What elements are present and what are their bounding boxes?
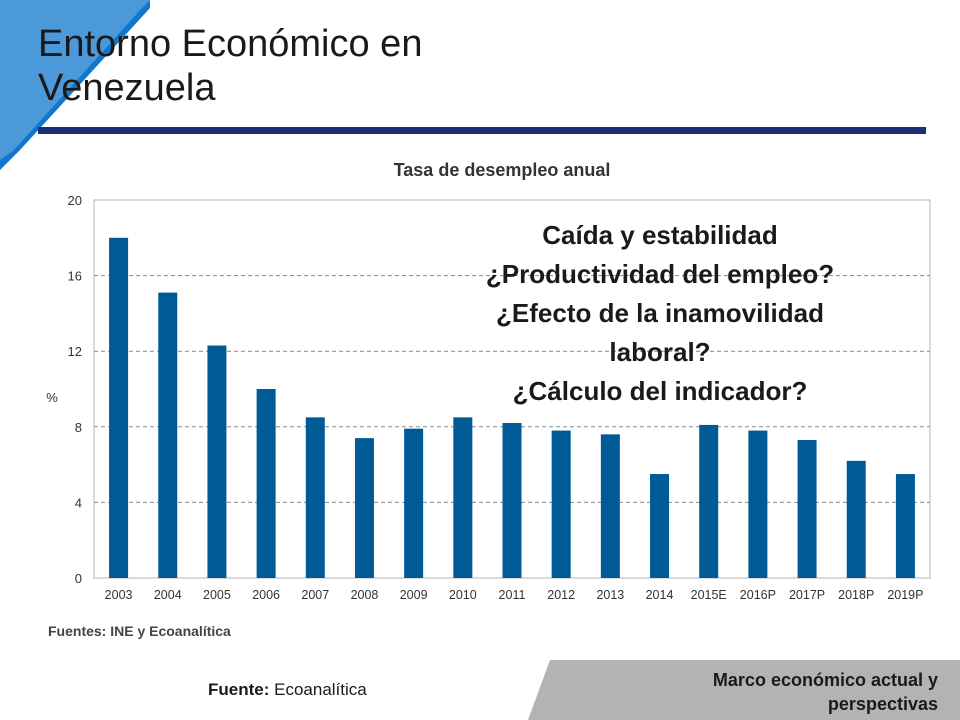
footer-source-value: Ecoanalítica xyxy=(274,680,367,699)
slide-title-line1: Entorno Económico en xyxy=(38,23,423,65)
y-tick-label: 8 xyxy=(75,420,82,435)
y-tick-label: 12 xyxy=(68,344,82,359)
chart-title: Tasa de desempleo anual xyxy=(394,160,611,180)
corner-accent-shape xyxy=(0,0,150,170)
bar xyxy=(797,440,817,578)
y-tick-label: 4 xyxy=(75,495,82,510)
slide-title-line2: Venezuela xyxy=(38,67,216,109)
callout-line: Caída y estabilidad xyxy=(542,220,778,250)
x-tick-label: 2014 xyxy=(646,588,674,602)
x-tick-label: 2004 xyxy=(154,588,182,602)
x-tick-label: 2016P xyxy=(740,588,776,602)
section-tab-line1: Marco económico actual y xyxy=(712,670,938,690)
bar xyxy=(305,417,325,578)
x-tick-label: 2017P xyxy=(789,588,825,602)
bar xyxy=(404,428,424,578)
bar xyxy=(551,430,571,578)
unemployment-bar-chart: Tasa de desempleo anual 0 4 8 12 16 20% 2003 200… xyxy=(46,160,931,639)
x-tick-label: 2008 xyxy=(351,588,379,602)
x-tick-label: 2009 xyxy=(400,588,428,602)
bar xyxy=(895,474,915,578)
callout-line: ¿Productividad del empleo? xyxy=(485,259,835,289)
slide-title: Entorno Económico en Venezuela xyxy=(38,22,598,110)
x-tick-label: 2013 xyxy=(596,588,624,602)
section-tab-shape xyxy=(528,660,960,720)
x-tick-label: 2019P xyxy=(887,588,923,602)
x-tick-label: 2003 xyxy=(105,588,133,602)
x-tick-label: 2007 xyxy=(301,588,329,602)
callout-text: Caída y estabilidad ¿Productividad del e… xyxy=(430,216,890,411)
bar xyxy=(256,389,276,578)
x-tick-label: 2006 xyxy=(252,588,280,602)
y-tick-label: 0 xyxy=(75,571,82,586)
section-tab: Marco económico actual y perspectivas xyxy=(528,660,960,720)
title-rule xyxy=(38,127,926,134)
bar xyxy=(846,460,866,578)
bar xyxy=(699,424,719,578)
bar xyxy=(158,292,178,578)
bar xyxy=(453,417,473,578)
x-tick-label: 2012 xyxy=(547,588,575,602)
bar xyxy=(748,430,768,578)
bar xyxy=(207,345,227,578)
bar xyxy=(354,438,374,578)
bar xyxy=(502,423,522,578)
section-tab-line2: perspectivas xyxy=(827,694,938,714)
footer-source: Fuente: Ecoanalítica xyxy=(208,680,367,700)
section-tab-label: Marco económico actual y perspectivas xyxy=(558,668,938,716)
bar xyxy=(600,434,620,578)
chart-source-note: Fuentes: INE y Ecoanalítica xyxy=(48,623,231,639)
callout-line: ¿Cálculo del indicador? xyxy=(512,376,808,406)
x-tick-label: 2011 xyxy=(499,588,526,602)
footer-source-label: Fuente: xyxy=(208,680,270,699)
y-axis-label: % xyxy=(46,390,58,405)
callout-line: ¿Efecto de la inamovilidad xyxy=(496,298,824,328)
x-tick-label: 2015E xyxy=(691,588,727,602)
x-tick-label: 2005 xyxy=(203,588,231,602)
bar xyxy=(650,474,670,578)
y-tick-label: 20 xyxy=(68,193,82,208)
x-tick-label: 2018P xyxy=(838,588,874,602)
x-tick-label: 2010 xyxy=(449,588,477,602)
bar xyxy=(109,237,129,579)
callout-line: laboral? xyxy=(609,337,711,367)
y-tick-label: 16 xyxy=(68,269,82,284)
